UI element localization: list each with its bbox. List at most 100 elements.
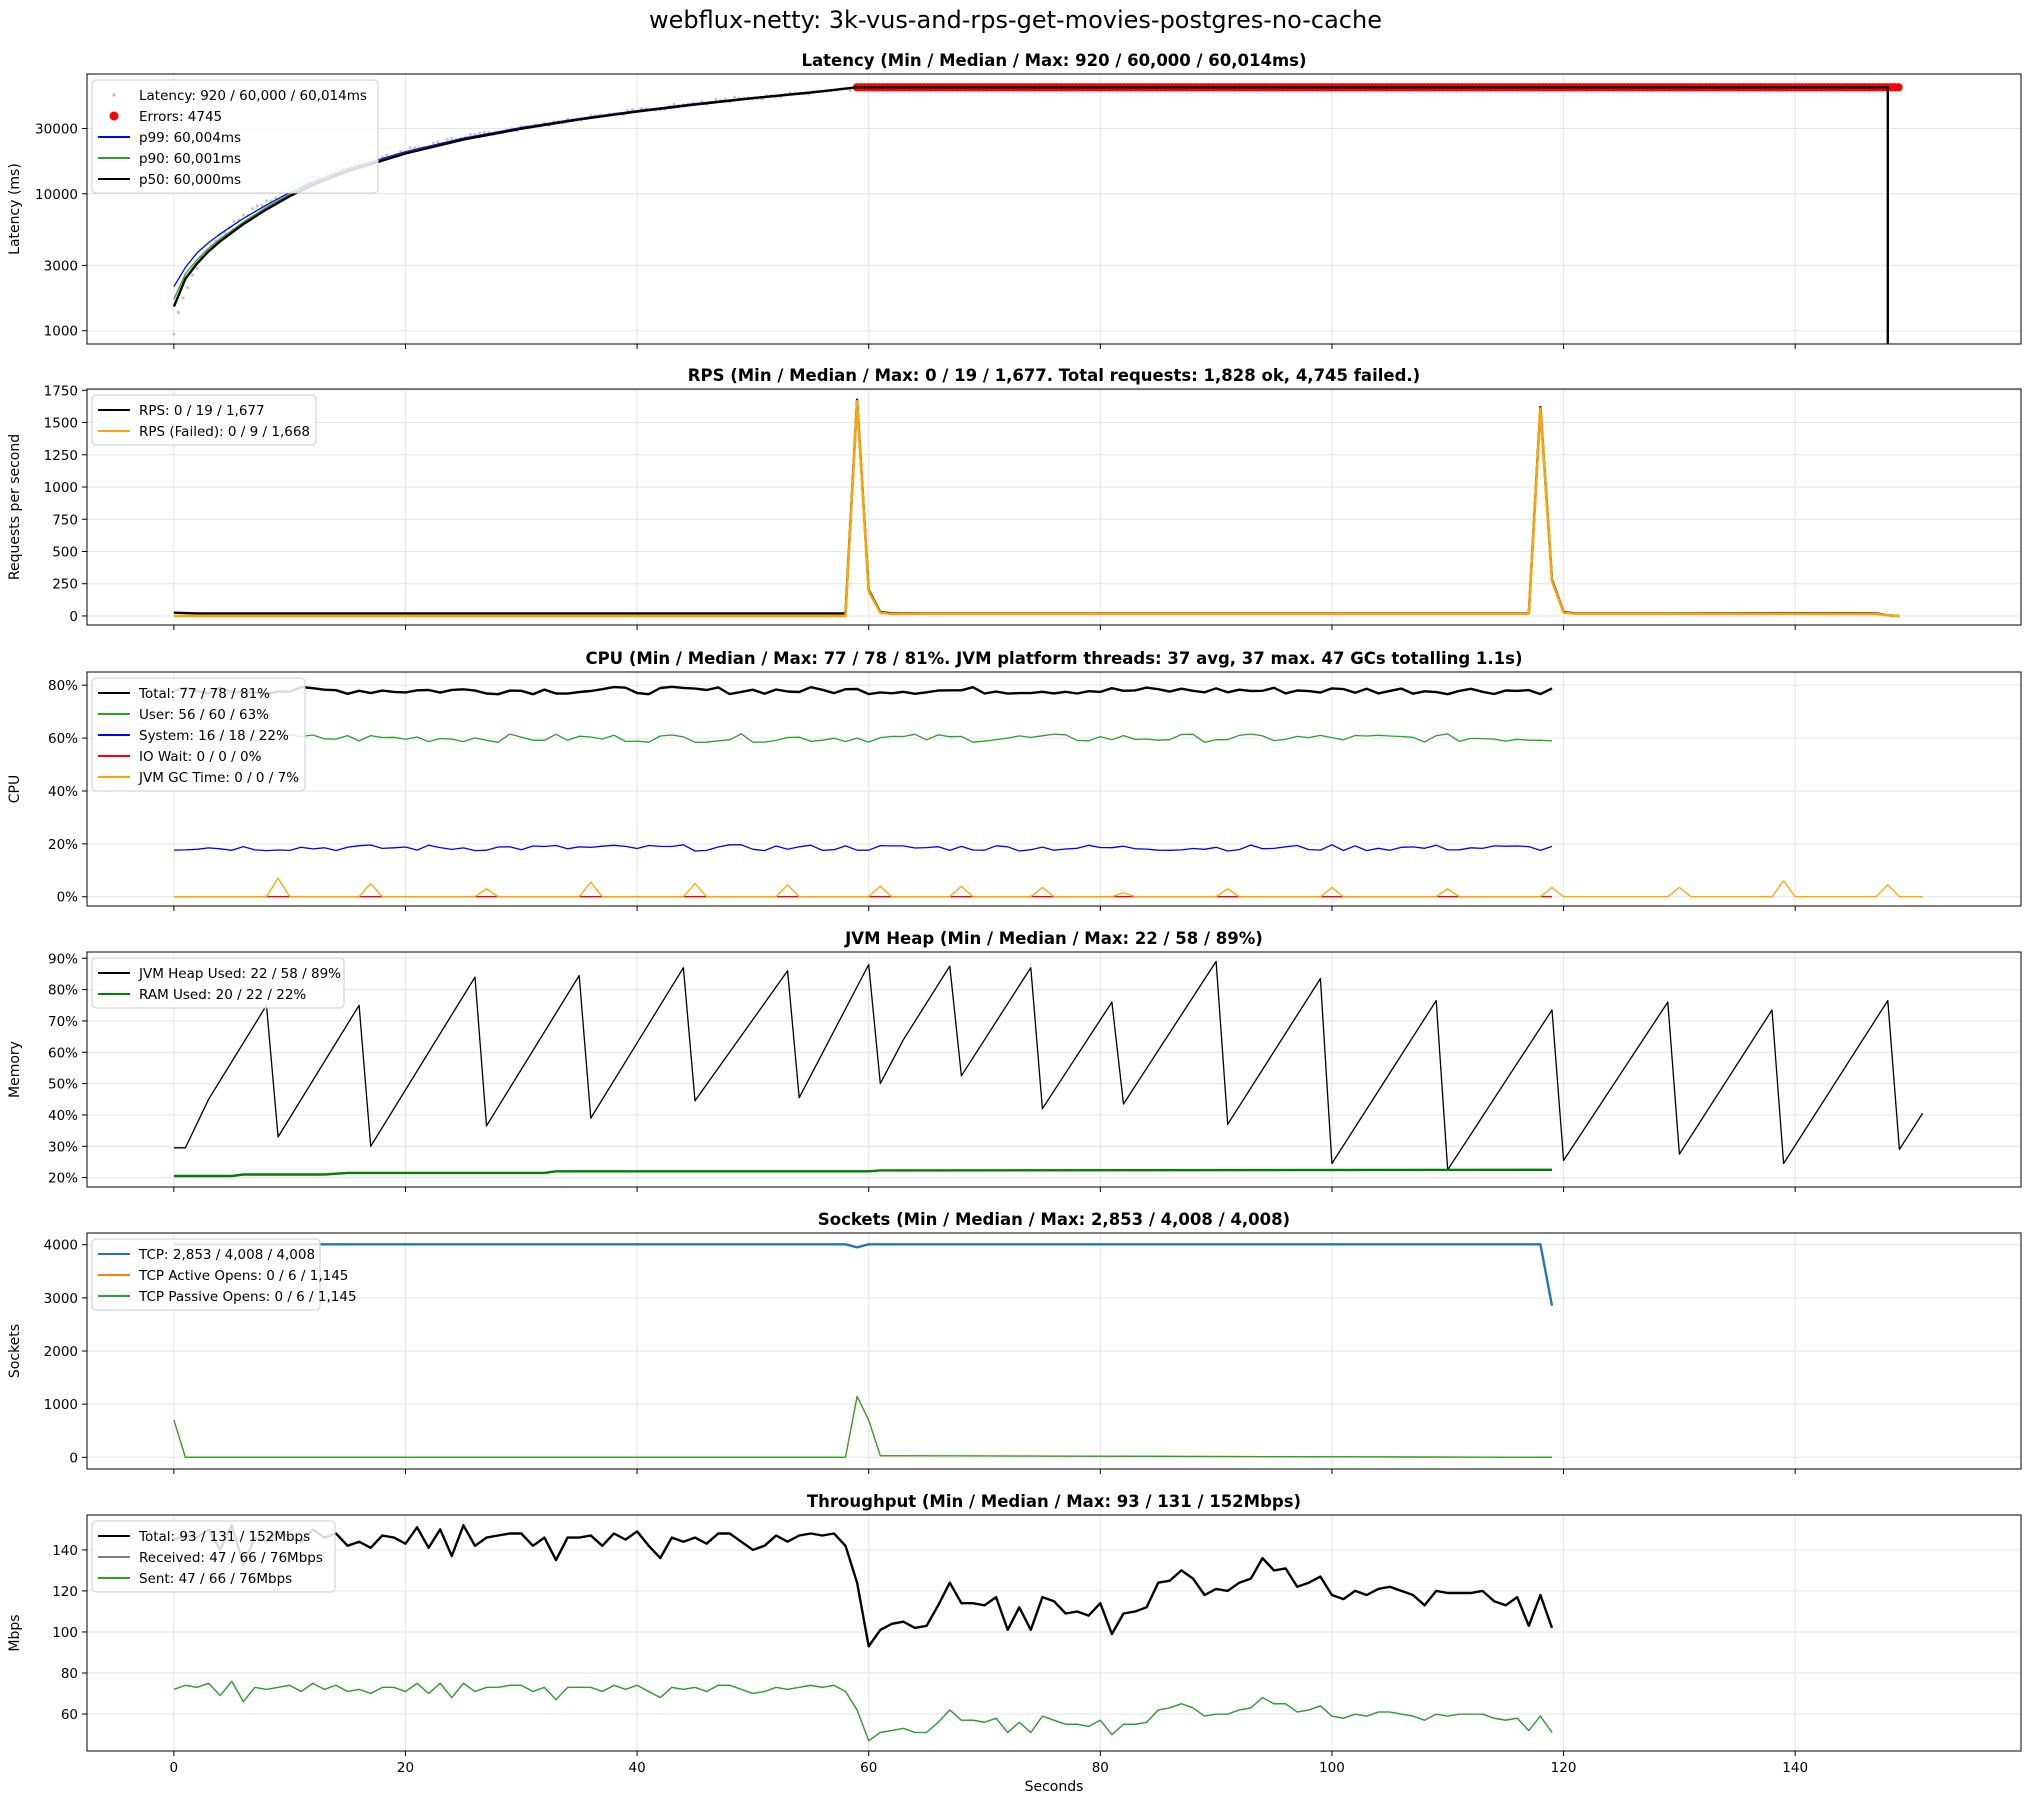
series-line-2 (173, 1168, 1553, 1178)
panel-2: RPS (Min / Median / Max: 0 / 19 / 1,677.… (7, 366, 2022, 630)
panel-5: Sockets (Min / Median / Max: 2,853 / 4,0… (7, 1210, 2022, 1474)
legend-box (91, 677, 306, 792)
latency-point (714, 97, 718, 101)
latency-point (468, 133, 472, 137)
legend-label: p90: 60,001ms (139, 151, 241, 167)
y-tick-label: 1500 (44, 416, 78, 432)
legend-label: TCP Passive Opens: 0 / 6 / 1,145 (138, 1289, 357, 1305)
legend-marker (109, 111, 119, 121)
legend-box (91, 957, 345, 1009)
legend-label: User: 56 / 60 / 63% (139, 707, 269, 723)
latency-point (413, 146, 417, 150)
y-tick-label: 40% (48, 1108, 78, 1124)
y-axis-label: Latency (ms) (7, 163, 23, 255)
series-line-2 (173, 399, 1900, 618)
y-tick-label: 120 (52, 1584, 78, 1600)
axes-frame (86, 388, 2022, 626)
latency-point (195, 266, 199, 270)
series-line-3 (173, 86, 1889, 344)
y-tick-label: 1000 (44, 324, 78, 340)
latency-point (445, 137, 449, 141)
legend-label: TCP Active Opens: 0 / 6 / 1,145 (138, 1268, 348, 1284)
series-line-3 (173, 1395, 1553, 1458)
series-line-5 (173, 877, 1923, 898)
series-line-1 (173, 960, 1924, 1171)
y-tick-label: 1000 (44, 1397, 78, 1413)
legend-label: JVM GC Time: 0 / 0 / 7% (138, 770, 299, 786)
legend-label: JVM Heap Used: 22 / 58 / 89% (138, 966, 341, 982)
y-tick-label: 140 (52, 1543, 78, 1559)
y-axis-label: CPU (7, 775, 23, 803)
legend-marker (112, 93, 116, 97)
y-tick-label: 80% (48, 983, 78, 999)
y-axis-label: Memory (7, 1041, 23, 1098)
legend-label: Total: 77 / 78 / 81% (138, 686, 270, 702)
y-tick-label: 90% (48, 951, 78, 967)
y-tick-label: 60% (48, 1045, 78, 1061)
y-tick-label: 20% (48, 837, 78, 853)
x-tick-label: 40 (628, 1760, 645, 1776)
y-tick-label: 50% (48, 1077, 78, 1093)
latency-point (241, 213, 245, 217)
series-line-3 (173, 844, 1553, 852)
y-tick-label: 2000 (44, 1344, 78, 1360)
latency-point (589, 113, 593, 117)
y-tick-label: 40% (48, 784, 78, 800)
figure-title: webflux-netty: 3k-vus-and-rps-get-movies… (649, 6, 1382, 34)
latency-point (450, 136, 454, 141)
x-tick-label: 0 (170, 1760, 179, 1776)
legend-box (91, 79, 379, 194)
x-tick-label: 60 (860, 1760, 877, 1776)
legend-label: RPS (Failed): 0 / 9 / 1,668 (139, 424, 310, 440)
panel-title: RPS (Min / Median / Max: 0 / 19 / 1,677.… (688, 366, 1420, 385)
series-line-1 (173, 1243, 1554, 1306)
legend-label: Total: 93 / 131 / 152Mbps (138, 1529, 310, 1545)
y-tick-label: 0 (69, 609, 78, 625)
latency-point (251, 207, 255, 211)
x-axis-label: Seconds (1025, 1779, 1084, 1795)
series-line-2 (173, 1680, 1553, 1742)
y-axis-label: Sockets (7, 1324, 23, 1378)
y-tick-label: 0 (69, 1450, 78, 1466)
x-tick-label: 80 (1092, 1760, 1109, 1776)
y-tick-label: 80% (48, 678, 78, 694)
series-line-4 (173, 86, 1888, 300)
latency-point (848, 89, 852, 93)
latency-point (232, 219, 236, 224)
panel-6: Throughput (Min / Median / Max: 93 / 131… (7, 1492, 2022, 1776)
legend-label: RPS: 0 / 19 / 1,677 (139, 403, 265, 419)
y-tick-label: 60 (61, 1707, 78, 1723)
series-line-5 (172, 86, 1889, 344)
y-tick-label: 30% (48, 1139, 78, 1155)
axes-frame (86, 671, 2022, 907)
y-tick-label: 70% (48, 1014, 78, 1030)
panel-1: Latency (Min / Median / Max: 920 / 60,00… (7, 51, 2022, 349)
y-tick-label: 250 (52, 577, 78, 593)
y-tick-label: 20% (48, 1171, 78, 1187)
latency-point (190, 273, 194, 277)
legend-label: p50: 60,000ms (139, 172, 241, 188)
legend-box (91, 394, 317, 446)
series-line-1 (173, 685, 1553, 696)
legend-box (91, 1238, 321, 1311)
y-tick-label: 0% (57, 890, 79, 906)
series-line-1 (173, 1524, 1554, 1648)
y-tick-label: 1250 (44, 448, 78, 464)
axes-frame (86, 1232, 2022, 1470)
series-line-2 (173, 1395, 1553, 1458)
latency-point (176, 310, 181, 314)
y-tick-label: 1000 (44, 480, 78, 496)
y-tick-label: 3000 (44, 1291, 78, 1307)
y-tick-label: 500 (52, 544, 78, 560)
y-axis-label: Mbps (7, 1614, 23, 1651)
legend-label: RAM Used: 20 / 22 / 22% (139, 987, 306, 1003)
panel-title: JVM Heap (Min / Median / Max: 22 / 58 / … (844, 929, 1263, 948)
latency-point (477, 131, 482, 135)
y-tick-label: 10000 (35, 187, 78, 203)
x-tick-label: 140 (1782, 1760, 1808, 1776)
latency-point (732, 95, 736, 99)
y-tick-label: 60% (48, 731, 78, 747)
legend-label: p99: 60,004ms (139, 130, 241, 146)
axes-frame (86, 951, 2022, 1188)
x-tick-label: 20 (397, 1760, 414, 1776)
